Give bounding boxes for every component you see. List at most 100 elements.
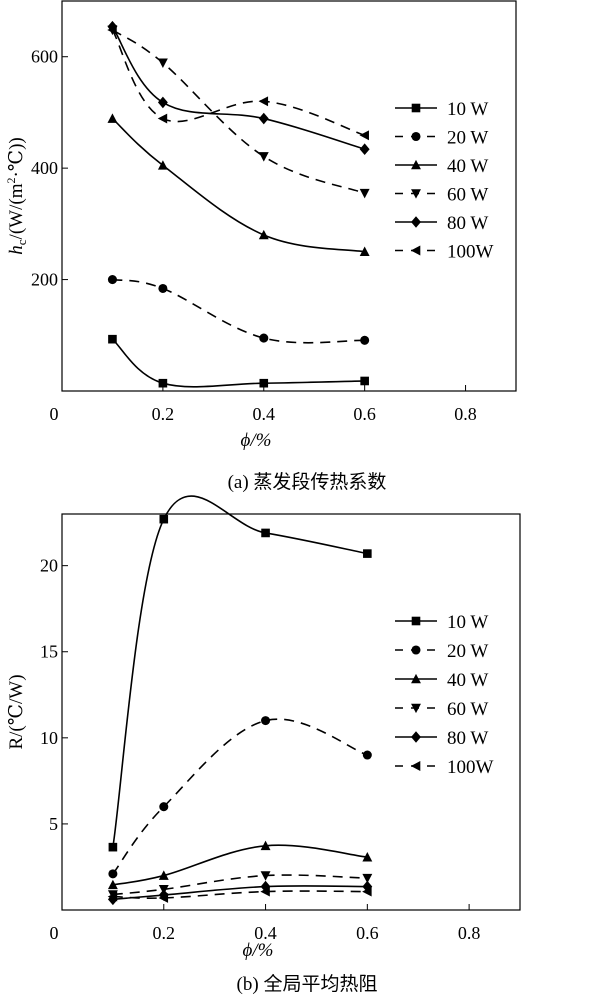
legend-entry: 10 W (395, 99, 488, 120)
circle-marker (107, 275, 117, 285)
triangle-up-marker (411, 159, 421, 170)
y-tick-label: 20 (40, 556, 58, 576)
triangle-left-marker (258, 96, 269, 107)
triangle-down-marker (411, 703, 421, 714)
x-axis-label: ϕ/% (243, 940, 274, 961)
diamond-marker (359, 143, 370, 156)
series-20w (108, 716, 372, 879)
y-axis-label-part: 2 (4, 178, 18, 184)
legend-entry: 20 W (395, 641, 488, 662)
legend-label: 20 W (447, 128, 488, 149)
legend-label: 100W (447, 757, 494, 778)
origin-label: 0 (50, 923, 59, 943)
square-marker (159, 514, 169, 524)
series-line (112, 718, 368, 875)
triangle-up-marker (258, 229, 269, 240)
series-line (112, 844, 368, 886)
legend-label: 10 W (447, 99, 488, 120)
y-axis-label-part: /(W/(m (6, 183, 27, 239)
x-tick-label: 0.8 (454, 404, 477, 424)
circle-marker (362, 750, 372, 760)
triangle-left-marker (260, 886, 270, 897)
series-20w (107, 275, 370, 345)
x-tick-label: 0.6 (353, 404, 376, 424)
legend-entry: 10 W (395, 612, 488, 633)
chart-caption: (a) 蒸发段传热系数 (228, 471, 387, 493)
series-60w (107, 25, 370, 199)
square-marker (259, 378, 269, 388)
series-line (111, 338, 365, 388)
x-tick-label: 0.8 (458, 923, 481, 943)
triangle-up-marker (158, 870, 169, 880)
legend-label: 60 W (447, 185, 488, 206)
square-marker (360, 376, 369, 386)
chart-b: 0.2 0.4 0.6 0.8 5 10 15 20 0 ϕ/% R/(℃/W) (b) 全局平均热阻… (6, 495, 521, 995)
triangle-left-marker (157, 113, 168, 124)
square-marker (108, 334, 117, 344)
diamond-marker (157, 96, 168, 109)
triangle-down-marker (260, 871, 271, 881)
triangle-up-marker (107, 113, 118, 123)
legend-entry: 100W (395, 242, 494, 263)
origin-label: 0 (50, 404, 59, 424)
diamond-marker (411, 731, 421, 743)
legend-label: 20 W (447, 641, 488, 662)
y-tick-label: 10 (40, 728, 58, 748)
legend-label: 80 W (447, 213, 488, 234)
legend-entry: 60 W (395, 185, 488, 206)
y-axis-label-part: c (14, 239, 29, 245)
series-line (112, 890, 368, 899)
legend-label: 60 W (447, 699, 488, 720)
x-tick-label: 0.4 (254, 923, 277, 943)
triangle-left-marker (107, 891, 118, 902)
series-40w (107, 840, 373, 890)
x-tick-label: 0.2 (152, 404, 175, 424)
legend-label: 10 W (447, 612, 488, 633)
circle-marker (411, 131, 421, 142)
square-marker (363, 549, 372, 558)
triangle-left-marker (410, 761, 421, 771)
series-line (112, 278, 365, 344)
triangle-down-marker (258, 152, 269, 162)
legend-label: 100W (447, 242, 494, 263)
triangle-down-marker (157, 58, 168, 69)
diamond-marker (107, 20, 118, 33)
triangle-down-marker (362, 873, 373, 884)
x-tick-label: 0.2 (153, 923, 176, 943)
legend-label: 40 W (447, 156, 488, 177)
triangle-up-marker (359, 246, 370, 257)
diamond-marker (258, 112, 269, 125)
y-axis-label-text: R/(℃/W) (6, 674, 27, 749)
y-axis-label: hc/(W/(m2·℃)) (4, 137, 29, 254)
triangle-down-marker (359, 188, 370, 199)
triangle-left-marker (410, 245, 421, 256)
x-axis-label: ϕ/% (241, 430, 272, 451)
y-tick-label: 15 (40, 642, 58, 662)
legend-label: 40 W (447, 670, 488, 691)
series-line (111, 26, 365, 150)
legend-entry: 80 W (395, 728, 488, 749)
plot-frame (61, 513, 521, 911)
triangle-up-marker (260, 840, 271, 851)
series-line (111, 117, 365, 253)
chart-caption: (b) 全局平均热阻 (237, 973, 378, 995)
x-tick-label: 0.6 (356, 923, 379, 943)
triangle-down-marker (411, 189, 421, 199)
triangle-left-marker (107, 25, 117, 35)
legend-label: 80 W (447, 728, 488, 749)
plot-frame (61, 0, 517, 392)
series-100w (107, 25, 369, 141)
legend-entry: 60 W (395, 699, 488, 720)
series-10w (108, 495, 372, 852)
legend-entry: 40 W (395, 156, 488, 177)
legend-entry: 80 W (395, 213, 488, 234)
circle-marker (108, 869, 118, 879)
series-line (111, 29, 365, 137)
series-100w (107, 886, 372, 903)
triangle-up-marker (362, 851, 373, 862)
series-80w (107, 20, 370, 156)
circle-marker (360, 335, 370, 345)
series-10w (108, 334, 369, 388)
series-line (112, 29, 365, 194)
